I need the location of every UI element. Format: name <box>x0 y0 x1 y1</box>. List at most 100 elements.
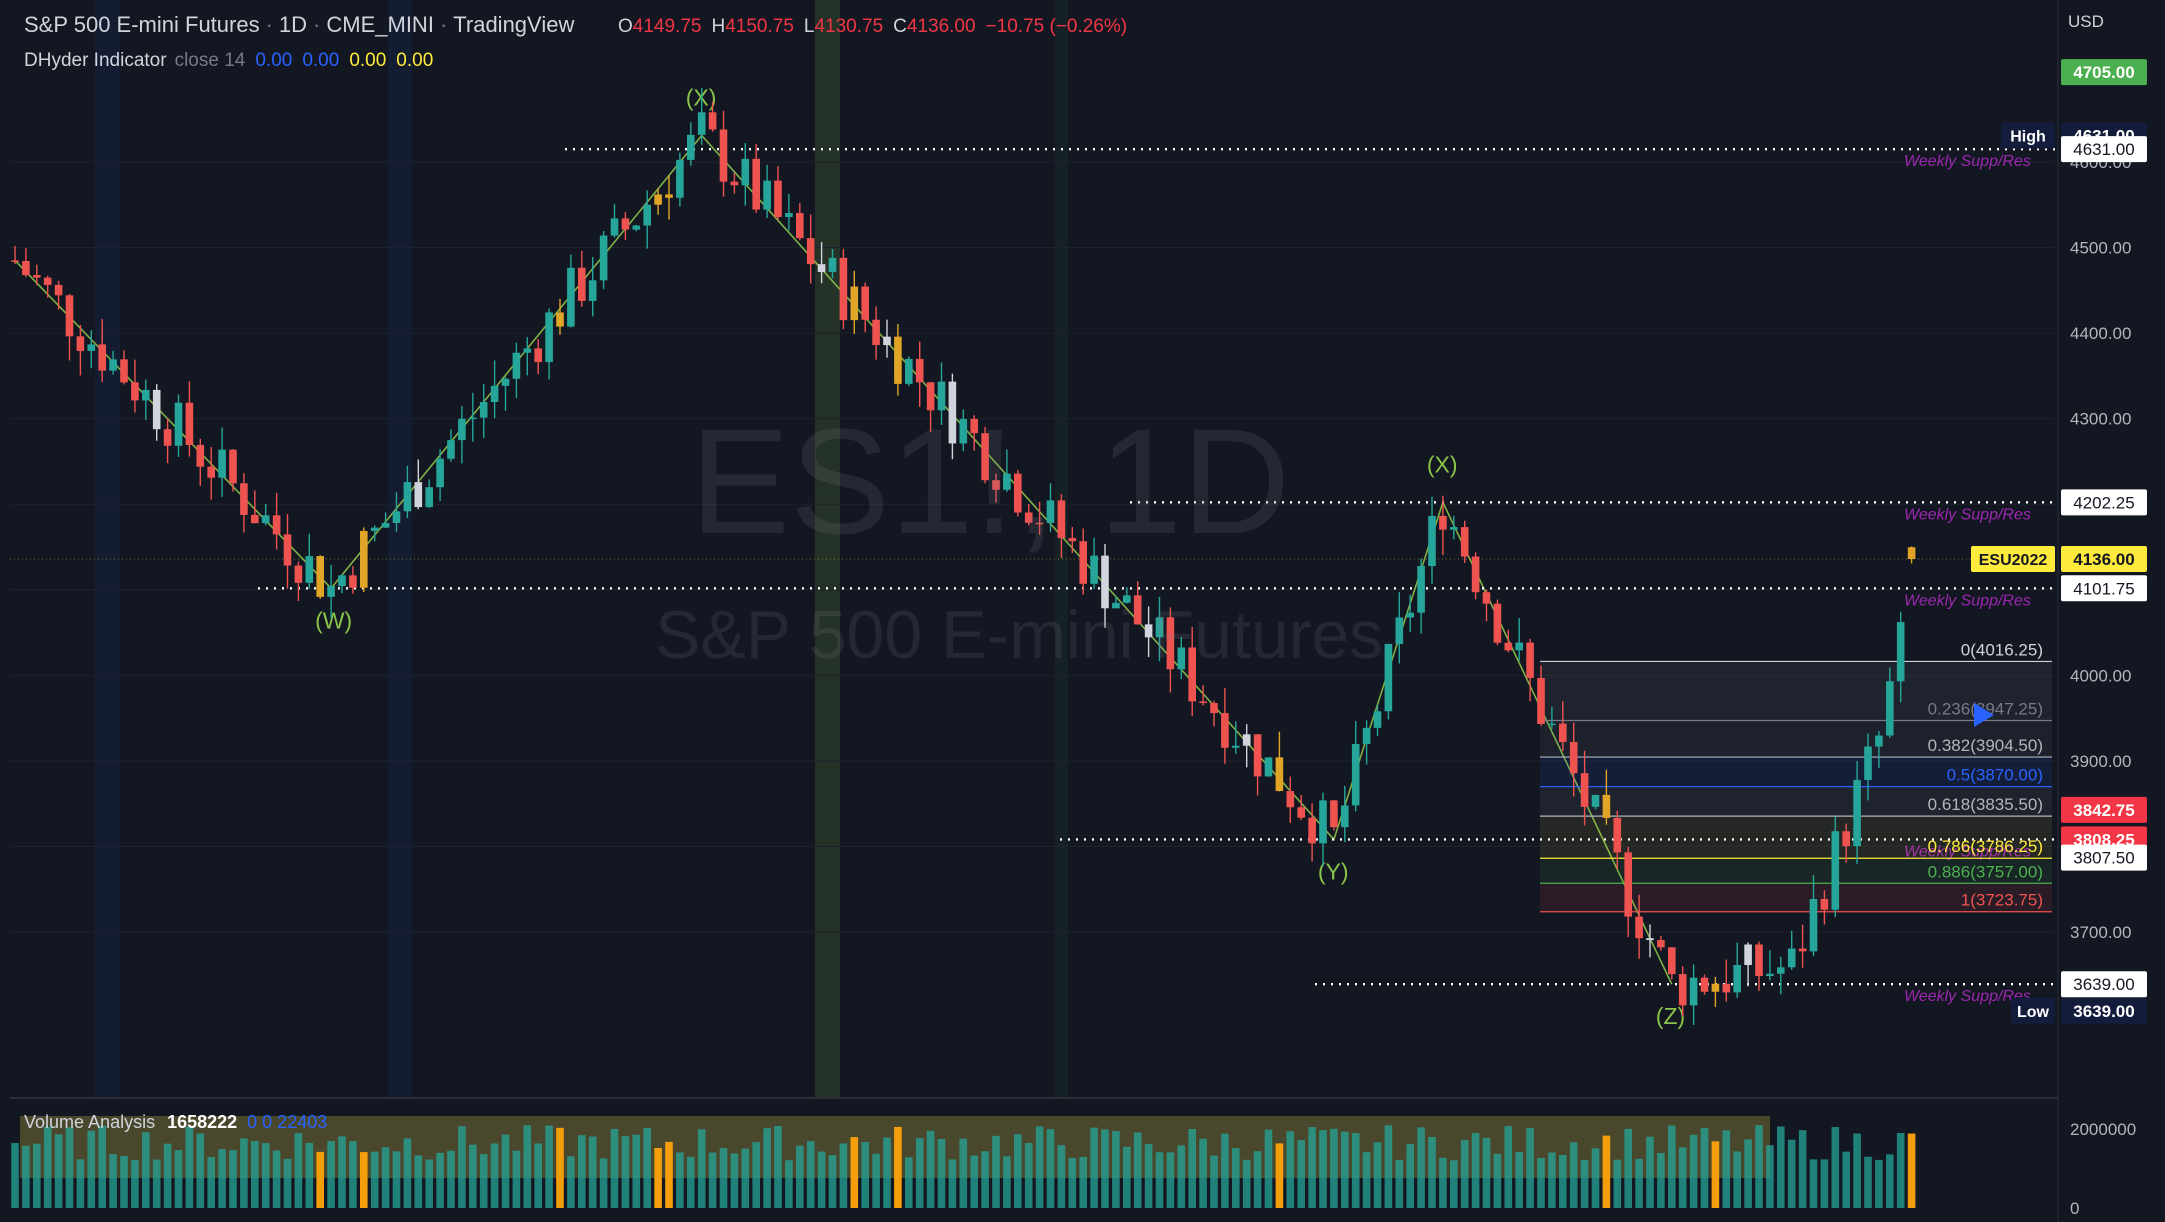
indicator-legend[interactable]: DHyder Indicator close 14 0.00 0.00 0.00 0.00 <box>24 50 433 72</box>
symbol-name[interactable]: S&P 500 E-mini Futures <box>24 12 260 37</box>
volume-axis-tick-0: 0 <box>2070 1199 2079 1218</box>
volume-bar-107 <box>1177 1145 1186 1208</box>
volume-bar-148 <box>1624 1128 1632 1208</box>
volume-bar-59 <box>654 1147 662 1208</box>
price-label-box-0 <box>2061 59 2147 86</box>
volume-legend[interactable]: Volume Analysis 1658222 0 0 22403 <box>24 1112 327 1133</box>
volume-bar-79 <box>872 1153 880 1208</box>
fib-label-4: 0.618(3835.50) <box>1928 795 2043 814</box>
volume-bar-136 <box>1493 1153 1502 1208</box>
volume-bar-139 <box>1526 1128 1534 1208</box>
volume-bar-15 <box>174 1150 183 1208</box>
volume-bar-158 <box>1733 1151 1741 1208</box>
candle-70 <box>774 180 782 218</box>
candle-130 <box>1428 515 1436 567</box>
candle-158 <box>1733 964 1741 993</box>
candle-86 <box>948 381 957 444</box>
fib-zone-3 <box>1540 786 2052 817</box>
price-label-8: 3807.50 <box>2073 849 2134 868</box>
candle-152 <box>1668 947 1676 975</box>
volume-bar-91 <box>1003 1156 1011 1208</box>
volume-bar-8 <box>98 1125 106 1208</box>
candle-27 <box>305 556 314 583</box>
candle-144 <box>1580 773 1589 807</box>
candle-167 <box>1831 831 1840 910</box>
candle-49 <box>545 312 553 363</box>
candle-72 <box>796 213 804 239</box>
volume-bar-18 <box>207 1157 215 1208</box>
candle-7 <box>87 344 96 351</box>
candle-36 <box>403 482 412 512</box>
candle-6 <box>76 336 85 351</box>
volume-bar-65 <box>719 1147 728 1208</box>
candle-85 <box>937 381 946 411</box>
volume-bar-127 <box>1395 1159 1404 1208</box>
volume-bar-113 <box>1242 1159 1251 1208</box>
candle-40 <box>447 440 455 459</box>
candle-23 <box>261 515 270 524</box>
volume-indicator-name[interactable]: Volume Analysis <box>24 1112 156 1132</box>
candle-45 <box>501 378 510 386</box>
candle-164 <box>1798 948 1807 952</box>
candle-115 <box>1264 757 1273 777</box>
candle-146 <box>1602 794 1611 818</box>
volume-bar-83 <box>915 1138 924 1208</box>
volume-bar-114 <box>1253 1151 1262 1208</box>
candle-52 <box>578 267 586 301</box>
volume-bar-143 <box>1569 1142 1578 1208</box>
volume-bar-40 <box>447 1150 455 1208</box>
volume-bar-29 <box>327 1141 335 1208</box>
candle-121 <box>1330 800 1338 828</box>
axis-tick-2: 3900.00 <box>2070 752 2131 771</box>
high-value: 4150.75 <box>725 16 794 37</box>
volume-bar-72 <box>796 1145 804 1208</box>
candle-43 <box>479 401 488 418</box>
candle-110 <box>1210 703 1218 714</box>
candle-80 <box>883 336 891 346</box>
volume-bar-95 <box>1046 1129 1055 1208</box>
price-label-9: 3639.00 <box>2073 975 2134 994</box>
candle-159 <box>1744 944 1752 965</box>
candle-165 <box>1809 898 1818 952</box>
volume-axis-tick-1: 2000000 <box>2070 1120 2136 1139</box>
candle-99 <box>1090 555 1098 584</box>
interval-label[interactable]: 1D <box>278 12 308 37</box>
volume-bar-7 <box>87 1130 96 1208</box>
volume-bar-134 <box>1471 1133 1480 1208</box>
volume-bar-101 <box>1112 1131 1120 1208</box>
price-label-box-8 <box>2061 844 2147 871</box>
candle-91 <box>1003 473 1011 490</box>
candle-12 <box>142 389 150 401</box>
candle-157 <box>1722 983 1731 993</box>
candle-92 <box>1014 473 1022 513</box>
volume-bar-66 <box>730 1153 739 1208</box>
candle-75 <box>828 257 837 272</box>
volume-bar-103 <box>1133 1132 1142 1208</box>
volume-bar-49 <box>545 1125 553 1208</box>
candle-108 <box>1188 647 1196 702</box>
volume-bar-141 <box>1548 1152 1556 1208</box>
volume-bar-110 <box>1210 1155 1218 1208</box>
axis-tick-6: 4300.00 <box>2070 410 2131 429</box>
candle-17 <box>196 444 205 467</box>
candle-71 <box>785 213 793 218</box>
volume-bar-131 <box>1439 1157 1447 1208</box>
price-tag-1: High <box>2010 128 2046 145</box>
volume-bar-37 <box>414 1155 423 1208</box>
volume-bar-11 <box>131 1159 139 1208</box>
candle-48 <box>534 348 542 363</box>
candle-169 <box>1853 779 1861 847</box>
watermark-symbol: ES1!, 1D <box>690 397 1291 565</box>
symbol-title[interactable]: S&P 500 E-mini Futures · 1D · CME_MINI · Tradi… <box>24 12 575 37</box>
fib-label-0: 0(4016.25) <box>1961 640 2043 659</box>
candle-9 <box>109 359 117 371</box>
watermark-description: S&P 500 E-mini Futures <box>655 597 1384 673</box>
volume-bar-154 <box>1689 1134 1698 1208</box>
indicator-name[interactable]: DHyder Indicator <box>24 50 167 71</box>
axis-tick-7: 4400.00 <box>2070 324 2131 343</box>
candle-173 <box>1896 622 1905 682</box>
volume-bar-38 <box>425 1159 433 1208</box>
candle-170 <box>1864 746 1872 780</box>
volume-bar-94 <box>1035 1126 1044 1208</box>
